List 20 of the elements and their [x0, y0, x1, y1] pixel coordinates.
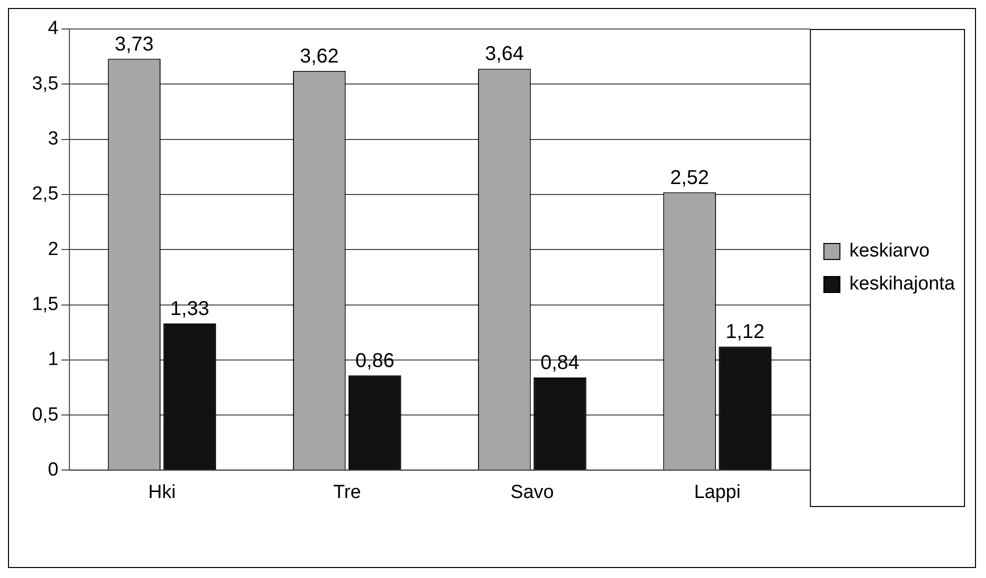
x-tick-label: Lappi: [694, 482, 741, 503]
data-label: 3,73: [114, 33, 154, 56]
legend-label: keskiarvo: [849, 240, 930, 262]
legend-label: keskihajonta: [849, 274, 956, 295]
y-tick-label: 2,5: [32, 184, 58, 205]
y-tick-label: 4: [48, 18, 59, 40]
y-tick-label: 2: [48, 238, 58, 260]
y-tick-label: 1: [48, 349, 58, 370]
y-tick-label: 3,5: [32, 73, 58, 94]
y-tick-label: 0: [48, 459, 58, 480]
x-tick-label: Tre: [333, 482, 361, 503]
y-tick-label: 3: [48, 128, 58, 150]
data-label: 2,52: [670, 166, 710, 189]
data-label: 1,12: [726, 321, 765, 344]
x-tick-label: Savo: [510, 482, 554, 503]
data-label: 3,62: [300, 45, 339, 68]
x-tick-label: Hki: [148, 482, 176, 503]
y-tick-label: 1,5: [32, 294, 58, 315]
data-label: 3,64: [484, 43, 524, 66]
y-tick-label: 0,5: [32, 404, 58, 426]
